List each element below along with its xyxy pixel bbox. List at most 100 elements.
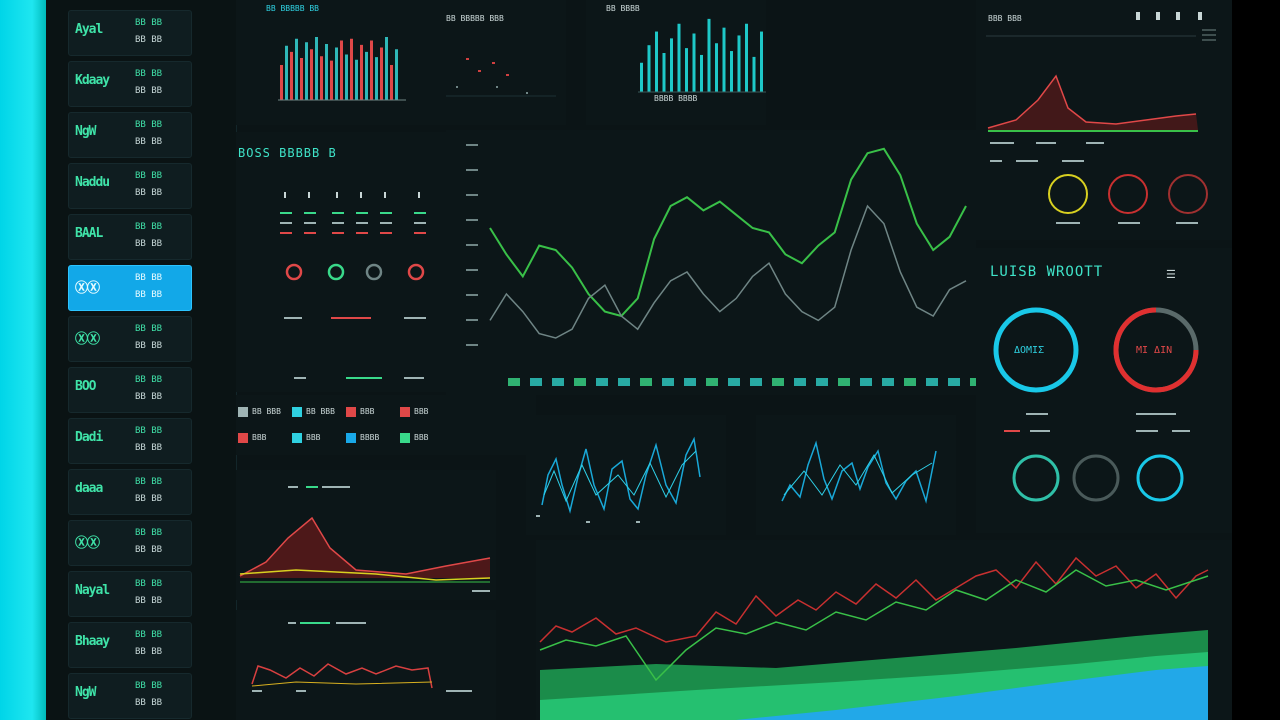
sidebar-item-value-secondary: BB BB <box>135 137 163 147</box>
bar <box>310 49 313 100</box>
sidebar-item-value-secondary: BB BB <box>135 86 163 96</box>
bar <box>692 33 696 92</box>
bar <box>745 23 748 92</box>
x-tick-label <box>882 378 894 386</box>
bar <box>700 54 703 92</box>
sidebar-item-label: NgW <box>75 685 96 700</box>
sidebar-item[interactable]: Naddu BB BB BB BB <box>68 163 192 209</box>
bar <box>715 43 718 92</box>
small-line-chart <box>251 622 472 692</box>
legend-swatch <box>292 407 302 417</box>
legend-swatch <box>292 433 302 443</box>
sidebar-item-value-primary: BB BB <box>135 171 163 181</box>
x-tick-label <box>948 378 960 386</box>
sidebar-item-label: daaa <box>75 481 103 496</box>
bar <box>315 37 318 100</box>
legend-swatch <box>346 433 356 443</box>
x-tick-label <box>838 378 850 386</box>
series-line <box>489 147 967 318</box>
sidebar: Ayal BB BB BB BB Kdaay BB BB BB BB NgW BB BB BB … <box>46 0 237 720</box>
y-tick-label <box>466 344 478 346</box>
sidebar-item[interactable]: BAAL BB BB BB BB <box>68 214 192 260</box>
bar <box>730 51 733 92</box>
legend-entry: BBB <box>252 433 267 442</box>
sidebar-item-value-primary: BB BB <box>135 222 163 232</box>
bar <box>335 47 338 100</box>
scatter-header: BB BBBBB BBB <box>446 14 504 23</box>
sidebar-item[interactable]: ⓍⓍ BB BB BB BB <box>68 520 192 566</box>
x-tick-label <box>816 378 828 386</box>
sidebar-item[interactable]: NgW BB BB BB BB <box>68 112 192 158</box>
legend-entry: BBBB <box>360 433 380 442</box>
oscillator-left-chart <box>536 436 701 523</box>
x-tick-label <box>530 378 542 386</box>
bar <box>685 48 688 92</box>
sidebar-item-value-secondary: BB BB <box>135 596 163 606</box>
sidebar-item[interactable]: Kdaay BB BB BB BB <box>68 61 192 107</box>
bar <box>395 49 398 100</box>
bar <box>290 51 293 100</box>
y-tick-label <box>466 319 478 321</box>
bar <box>280 65 283 100</box>
sidebar-item-value-secondary: BB BB <box>135 392 163 402</box>
scatter-plot <box>446 58 556 97</box>
bar <box>677 23 681 92</box>
x-tick-label <box>706 378 718 386</box>
background-right-edge <box>1232 0 1280 720</box>
background-left-glow <box>0 0 46 720</box>
x-tick-label <box>904 378 916 386</box>
rings-title: LUISB WROOTT <box>990 264 1104 280</box>
bar <box>330 60 333 100</box>
bar <box>647 45 651 92</box>
sidebar-item[interactable]: BOO BB BB BB BB <box>68 367 192 413</box>
sidebar-item[interactable]: NgW BB BB BB BB <box>68 673 192 719</box>
y-tick-label <box>466 194 478 196</box>
sidebar-item[interactable]: daaa BB BB BB BB <box>68 469 192 515</box>
sidebar-item-label: Kdaay <box>75 73 110 88</box>
sidebar-item[interactable]: Bhaay BB BB BB BB <box>68 622 192 668</box>
bar <box>350 38 353 100</box>
dashboard-screen: Ayal BB BB BB BB Kdaay BB BB BB BB NgW BB BB BB … <box>46 0 1232 720</box>
peak-chart <box>239 486 491 592</box>
bar <box>345 54 348 100</box>
y-tick-label <box>466 269 478 271</box>
bar <box>640 62 643 92</box>
bar <box>707 18 711 92</box>
x-tick-label <box>684 378 696 386</box>
bar <box>295 38 298 100</box>
sidebar-item-label: Dadi <box>75 430 103 445</box>
sidebar-item-label: ⓍⓍ <box>75 332 100 347</box>
main-line-chart-panel <box>446 130 976 395</box>
bar <box>655 31 658 92</box>
stacked-area-chart <box>539 556 1209 720</box>
rings-menu-icon[interactable]: ☰ <box>1166 268 1176 281</box>
legend-swatch <box>346 407 356 417</box>
sidebar-item[interactable]: Nayal BB BB BB BB <box>68 571 192 617</box>
x-tick-label <box>794 378 806 386</box>
legend-entry: BBB <box>306 433 321 442</box>
x-tick-label <box>640 378 652 386</box>
x-tick-label <box>662 378 674 386</box>
x-tick-label <box>618 378 630 386</box>
sidebar-item[interactable]: ⓍⓍ BB BB BB BB <box>68 316 192 362</box>
rings-panel: LUISB WROOTT ☰ ΔΟΜΙΣ ΜΙ ΔΙΝ <box>976 248 1232 533</box>
sidebar-item-value-primary: BB BB <box>135 18 163 28</box>
sidebar-item[interactable]: Dadi BB BB BB BB <box>68 418 192 464</box>
sidebar-item-value-primary: BB BB <box>135 630 163 640</box>
bar <box>355 59 358 100</box>
metrics-grid <box>280 192 426 379</box>
sidebar-item-value-secondary: BB BB <box>135 698 163 708</box>
legend-swatch <box>400 407 410 417</box>
sidebar-item-value-secondary: BB BB <box>135 443 163 453</box>
bar <box>325 44 328 100</box>
sidebar-item[interactable]: ⓍⓍ BB BB BB BB <box>68 265 192 311</box>
bar <box>662 53 666 92</box>
metrics-title: BOSS BBBBB B <box>238 146 337 160</box>
sidebar-item-label: Ayal <box>75 22 103 37</box>
x-tick-label <box>728 378 740 386</box>
legend-swatch <box>238 433 248 443</box>
sidebar-item[interactable]: Ayal BB BB BB BB <box>68 10 192 56</box>
right-area-header: BBB BBB <box>988 14 1022 23</box>
cyan-bar-chart <box>638 18 766 93</box>
y-tick-label <box>466 144 478 146</box>
